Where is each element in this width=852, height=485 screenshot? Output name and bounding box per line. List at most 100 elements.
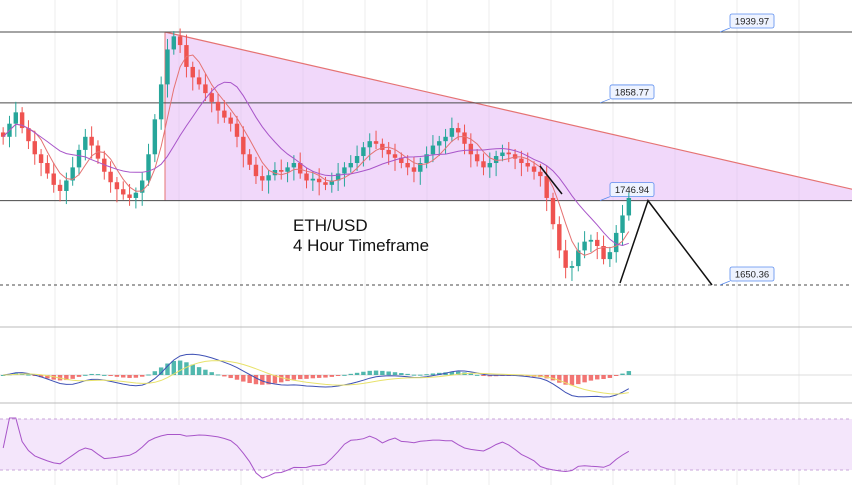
macd-histogram-bar — [380, 370, 385, 375]
macd-histogram-bar — [582, 375, 587, 383]
candle-body — [437, 141, 442, 146]
macd-histogram-bar — [279, 375, 284, 383]
level-label-pointer — [599, 196, 611, 202]
level-label-box — [729, 13, 775, 29]
candle-body — [531, 166, 537, 172]
candle-body — [133, 192, 139, 198]
macd-histogram-bar — [228, 375, 233, 379]
macd-histogram-bar — [335, 375, 341, 376]
candle-body — [525, 163, 530, 167]
macd-histogram-bar — [196, 367, 202, 375]
macd-signal-line — [3, 360, 629, 395]
candle-body — [493, 156, 499, 164]
candle-body — [146, 154, 151, 181]
candle-body — [563, 250, 568, 268]
candle-body — [361, 147, 366, 157]
level-label-box — [729, 266, 775, 282]
candle-body — [209, 93, 214, 102]
candle-body — [127, 194, 132, 198]
candle-body — [595, 239, 600, 247]
macd-histogram-bar — [481, 375, 486, 376]
candle-body — [203, 84, 208, 94]
macd-histogram-bar — [215, 374, 221, 376]
candle-body — [342, 167, 347, 174]
candle-body — [576, 250, 581, 267]
macd-histogram-bar — [342, 374, 347, 376]
candle-body — [70, 167, 75, 181]
macd-histogram-bar — [241, 375, 246, 382]
candle-body — [443, 136, 448, 142]
macd-histogram-bar — [430, 373, 436, 375]
macd-histogram-bar — [563, 375, 568, 385]
candle-body — [519, 158, 524, 164]
macd-histogram-bar — [209, 372, 214, 375]
macd-histogram-bar — [108, 375, 113, 376]
candle-body — [196, 77, 202, 85]
candle-body — [260, 176, 265, 181]
candle-body — [291, 163, 297, 168]
macd-histogram-bar — [449, 371, 455, 375]
candle-body — [411, 167, 417, 172]
candle-body — [38, 154, 44, 164]
macd-histogram-bar — [411, 374, 417, 376]
candle-body — [279, 170, 284, 172]
candle-body — [607, 252, 613, 260]
macd-histogram-bar — [184, 362, 189, 375]
candle-body — [51, 173, 56, 185]
macd-histogram-bar — [177, 360, 183, 375]
macd-histogram-bar — [253, 375, 259, 385]
candle-body — [620, 215, 625, 233]
macd-histogram-bar — [550, 375, 556, 381]
chart-title: ETH/USD 4 Hour Timeframe — [293, 216, 429, 256]
candle-body — [241, 136, 246, 155]
macd-histogram-bar — [0, 375, 6, 376]
candle-body — [177, 36, 183, 46]
macd-histogram-bar — [102, 374, 107, 376]
macd-histogram-bar — [316, 375, 322, 378]
macd-histogram-bar — [373, 370, 379, 375]
macd-histogram-bar — [348, 373, 353, 375]
candle-body — [152, 119, 158, 155]
level-label: 1650.36 — [735, 270, 769, 281]
macd-histogram-bar — [405, 373, 410, 375]
macd-panel — [0, 353, 852, 398]
candle-body — [304, 173, 309, 181]
candle-body — [626, 197, 632, 216]
macd-histogram-bar — [95, 374, 101, 376]
macd-histogram-bar — [247, 375, 252, 384]
candle-body — [500, 152, 505, 157]
macd-histogram-bar — [576, 375, 581, 385]
macd-histogram-bar — [291, 375, 297, 380]
timeframe-label: 4 Hour Timeframe — [293, 236, 430, 255]
rsi-band — [0, 419, 852, 470]
macd-histogram-bar — [386, 371, 391, 375]
macd-histogram-bar — [64, 375, 69, 381]
macd-histogram-bar — [83, 374, 88, 376]
candle-body — [462, 132, 467, 144]
candle-body — [32, 141, 37, 155]
candle-body — [588, 239, 594, 242]
macd-histogram-bar — [45, 375, 50, 379]
macd-histogram-bar — [474, 374, 480, 376]
candle-body — [468, 143, 474, 155]
moving-average-fast — [2, 54, 630, 256]
macd-histogram-bar — [367, 370, 372, 375]
level-label-box — [609, 182, 655, 198]
symbol-label: ETH/USD — [293, 216, 368, 235]
candle-body — [121, 189, 126, 195]
candle-body — [474, 154, 480, 162]
candle-body — [418, 163, 423, 172]
candle-body — [0, 132, 6, 137]
candle-body — [228, 117, 233, 124]
macd-histogram-bar — [437, 372, 442, 375]
rsi-line — [2, 417, 630, 479]
projection-path — [619, 199, 713, 286]
macd-histogram-bar — [354, 372, 360, 375]
candle-body — [171, 36, 177, 50]
macd-histogram-bar — [89, 373, 94, 375]
candle-body — [26, 128, 31, 142]
candle-body — [165, 49, 170, 85]
candle-body — [64, 180, 69, 191]
macd-histogram-bar — [424, 374, 429, 376]
